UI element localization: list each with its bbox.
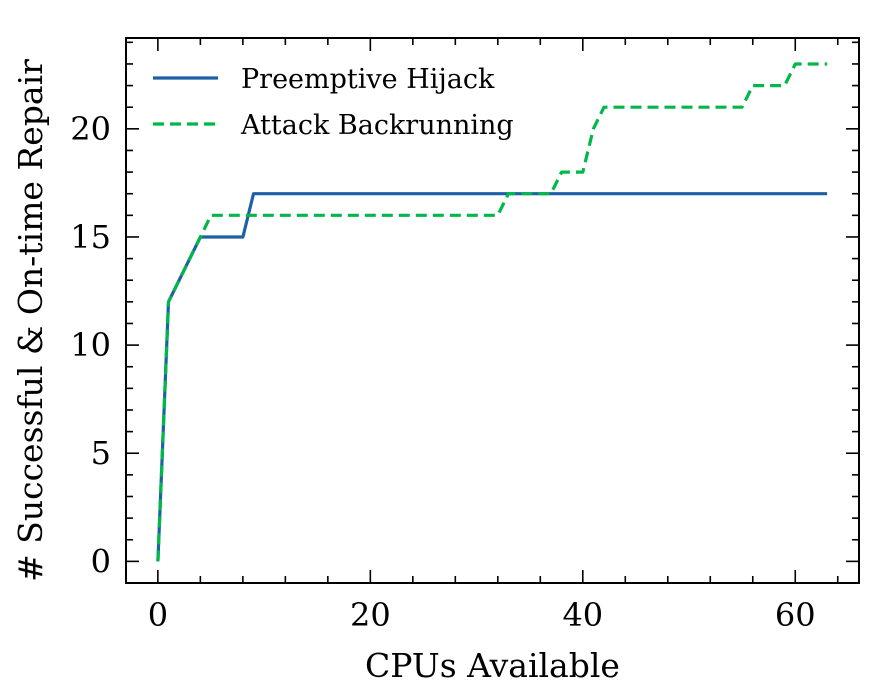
y-tick-label: 20 [70,110,111,148]
x-tick-label: 0 [148,596,168,634]
x-axis-title: CPUs Available [365,646,620,685]
series-layer [156,62,828,562]
y-axis-title: # Successful & On-time Repair [11,59,50,582]
ticks-layer [126,38,859,583]
y-tick-label: 15 [70,218,111,256]
y-tick-label: 10 [70,326,111,364]
legend-label-preemptive-hijack: Preemptive Hijack [241,64,495,95]
y-tick-label: 0 [91,542,111,580]
x-tick-label: 60 [775,596,816,634]
tick-labels-layer: 0 20 40 60 0 5 10 15 20 [70,110,815,634]
legend-label-attack-backrunning: Attack Backrunning [240,110,514,141]
series-line-preemptive-hijack [156,192,828,562]
legend: Preemptive Hijack Attack Backrunning [153,64,514,141]
x-tick-label: 40 [562,596,603,634]
series-line-attack-backrunning [156,62,828,562]
plot-frame [125,37,860,584]
x-tick-label: 20 [350,596,391,634]
y-tick-label: 5 [91,434,111,472]
